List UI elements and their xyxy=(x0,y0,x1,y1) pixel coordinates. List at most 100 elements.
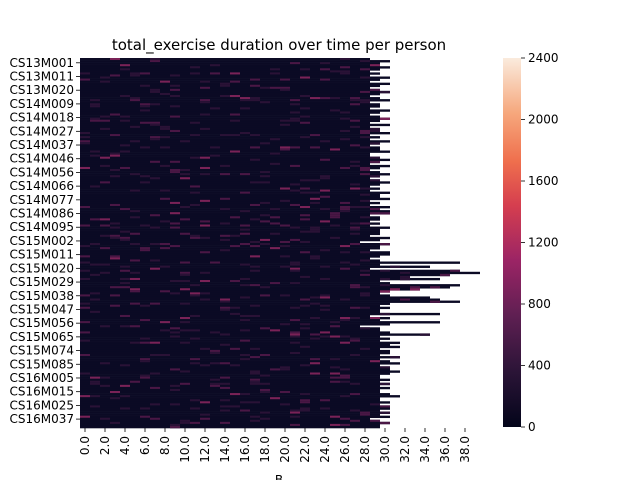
heatmap-row xyxy=(80,245,380,248)
y-tick-label: CS15M038 xyxy=(9,289,74,303)
heatmap-cell xyxy=(90,310,100,314)
colorbar-tick-label: 800 xyxy=(528,297,551,311)
heatmap-cell xyxy=(300,409,310,412)
heatmap-cell xyxy=(250,158,260,162)
heatmap-cell xyxy=(340,376,350,379)
heatmap-row xyxy=(80,66,390,69)
heatmap-cell xyxy=(160,146,170,149)
heatmap-cell xyxy=(340,138,350,141)
heatmap-cell xyxy=(210,146,220,149)
heatmap-cell xyxy=(360,327,370,330)
heatmap-cell xyxy=(300,251,310,254)
heatmap-cell xyxy=(240,132,250,135)
heatmap-row xyxy=(80,236,390,240)
heatmap-cell xyxy=(130,302,140,305)
heatmap-row xyxy=(80,76,390,79)
heatmap-cell xyxy=(180,273,190,277)
heatmap-cell xyxy=(130,341,140,345)
heatmap-cell xyxy=(250,181,260,184)
heatmap-cell xyxy=(140,146,150,149)
x-tick-label: 32.0 xyxy=(398,436,412,463)
heatmap-row xyxy=(80,425,380,429)
heatmap-row xyxy=(80,300,460,303)
heatmap-cell xyxy=(80,271,480,275)
heatmap-cell xyxy=(190,191,200,194)
heatmap-row xyxy=(80,370,400,373)
heatmap-cell xyxy=(90,382,100,386)
y-tick-label: CS13M011 xyxy=(9,70,74,84)
heatmap-cell xyxy=(80,78,90,81)
x-tick-label: 14.0 xyxy=(218,436,232,463)
heatmap-cell xyxy=(190,314,200,318)
x-tick-label: 28.0 xyxy=(358,436,372,463)
heatmap-row xyxy=(80,62,380,65)
heatmap-cell xyxy=(410,286,420,289)
heatmap-cell xyxy=(150,177,160,180)
heatmap-cell xyxy=(230,134,240,137)
heatmap-cell xyxy=(360,259,370,262)
heatmap-cell xyxy=(210,378,220,382)
heatmap-cell xyxy=(130,140,140,143)
heatmap-cell xyxy=(140,358,150,361)
heatmap-cell xyxy=(80,354,380,357)
heatmap-cell xyxy=(80,255,90,258)
heatmap-row xyxy=(80,259,380,262)
heatmap-row xyxy=(80,372,390,375)
heatmap-cell xyxy=(100,164,110,168)
heatmap-cell xyxy=(80,423,380,427)
heatmap-cell xyxy=(360,286,370,289)
heatmap-cell xyxy=(220,95,230,98)
heatmap-cell xyxy=(100,384,110,388)
heatmap-cell xyxy=(100,271,110,275)
heatmap-cell xyxy=(120,364,130,367)
heatmap-cell xyxy=(80,136,380,139)
heatmap-cell xyxy=(230,364,240,367)
heatmap-cell xyxy=(310,362,320,365)
heatmap-cell xyxy=(120,282,130,285)
heatmap-cell xyxy=(350,263,360,266)
heatmap-cell xyxy=(330,415,340,419)
heatmap-cell xyxy=(240,99,250,102)
heatmap-cell xyxy=(300,399,310,402)
heatmap-cell xyxy=(180,370,190,373)
heatmap-cell xyxy=(240,358,250,361)
heatmap-cell xyxy=(200,80,210,83)
heatmap-cell xyxy=(160,80,170,83)
heatmap-cell xyxy=(80,345,400,349)
heatmap-cell xyxy=(160,197,170,201)
heatmap-cell xyxy=(100,119,110,123)
heatmap-cell xyxy=(290,409,300,412)
heatmap-cell xyxy=(310,146,320,149)
heatmap-cell xyxy=(220,164,230,168)
heatmap-cell xyxy=(190,236,200,240)
heatmap-cell xyxy=(190,358,200,361)
y-axis: CS13M001CS13M011CS13M020CS14M009CS14M018… xyxy=(9,56,80,426)
heatmap-cell xyxy=(240,354,250,357)
heatmap-cell xyxy=(360,90,370,94)
heatmap-cell xyxy=(170,292,180,295)
heatmap-cell xyxy=(80,323,390,326)
heatmap-cell xyxy=(80,257,370,260)
heatmap-row xyxy=(80,123,390,127)
heatmap-cell xyxy=(90,185,100,188)
heatmap-cell xyxy=(90,273,100,277)
heatmap-cell xyxy=(240,284,250,287)
heatmap-cell xyxy=(210,154,220,157)
heatmap-row xyxy=(80,173,390,176)
heatmap-cell xyxy=(180,382,190,386)
heatmap-cell xyxy=(260,388,270,392)
heatmap-row xyxy=(80,171,380,174)
heatmap-row xyxy=(80,74,370,77)
heatmap-cell xyxy=(140,341,150,345)
heatmap-cell xyxy=(80,261,90,264)
heatmap-cell xyxy=(200,156,210,160)
heatmap-cell xyxy=(80,187,380,190)
heatmap-cell xyxy=(80,230,380,234)
heatmap-cell xyxy=(360,273,370,277)
heatmap-cell xyxy=(320,265,330,268)
heatmap-cell xyxy=(200,86,210,90)
heatmap-row xyxy=(80,179,380,182)
heatmap-cell xyxy=(80,162,370,166)
heatmap-cell xyxy=(140,407,150,410)
heatmap-row xyxy=(80,249,370,252)
